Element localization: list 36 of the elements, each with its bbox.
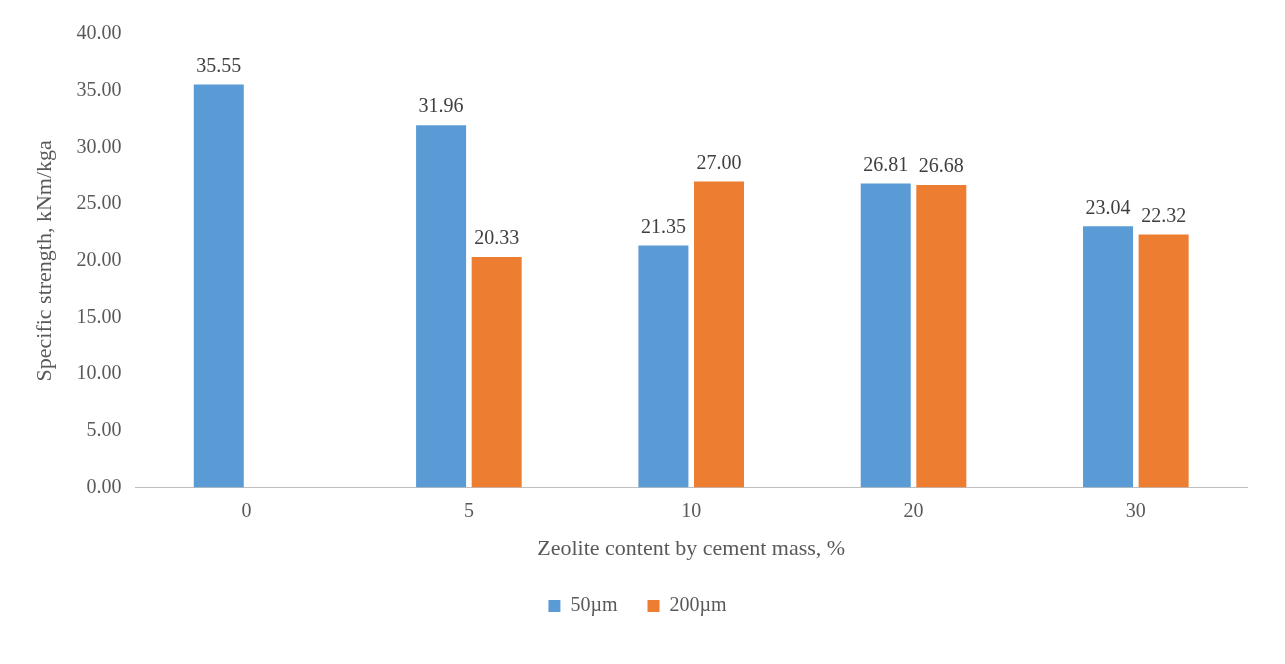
x-tick-label: 5 bbox=[463, 498, 474, 521]
data-label: 26.81 bbox=[863, 152, 909, 175]
data-label: 31.96 bbox=[418, 94, 464, 117]
bar bbox=[416, 125, 467, 488]
bar bbox=[916, 185, 967, 488]
bar bbox=[193, 84, 244, 488]
data-label: 21.35 bbox=[640, 214, 686, 237]
y-tick-label: 40.00 bbox=[76, 21, 122, 44]
data-label: 22.32 bbox=[1141, 203, 1187, 226]
y-tick-label: 20.00 bbox=[76, 248, 122, 271]
x-tick-label: 0 bbox=[241, 498, 252, 521]
bar bbox=[638, 245, 689, 488]
legend-label: 50µm bbox=[570, 593, 618, 617]
data-label: 35.55 bbox=[196, 53, 242, 76]
y-axis-title: Specific strength, kNm/kga bbox=[30, 139, 56, 382]
x-axis-title: Zeolite content by cement mass, % bbox=[537, 534, 846, 560]
x-tick-label: 20 bbox=[903, 498, 924, 521]
bar bbox=[1083, 226, 1134, 488]
bar bbox=[1138, 234, 1189, 488]
legend-label: 200µm bbox=[669, 593, 728, 617]
y-tick-label: 35.00 bbox=[76, 77, 122, 100]
bar bbox=[471, 257, 522, 488]
y-tick-label: 0.00 bbox=[86, 474, 122, 497]
y-tick-label: 30.00 bbox=[76, 134, 122, 157]
data-label: 26.68 bbox=[918, 154, 964, 177]
data-label: 27.00 bbox=[696, 150, 742, 173]
data-label: 23.04 bbox=[1085, 195, 1131, 218]
x-tick-label: 30 bbox=[1125, 498, 1146, 521]
y-tick-label: 15.00 bbox=[76, 304, 122, 327]
y-tick-label: 25.00 bbox=[76, 191, 122, 214]
bar bbox=[693, 181, 744, 488]
y-tick-label: 10.00 bbox=[76, 361, 122, 384]
y-tick-label: 5.00 bbox=[86, 418, 122, 441]
x-tick-label: 10 bbox=[681, 498, 702, 521]
data-label: 20.33 bbox=[474, 226, 520, 249]
bar bbox=[860, 183, 911, 488]
